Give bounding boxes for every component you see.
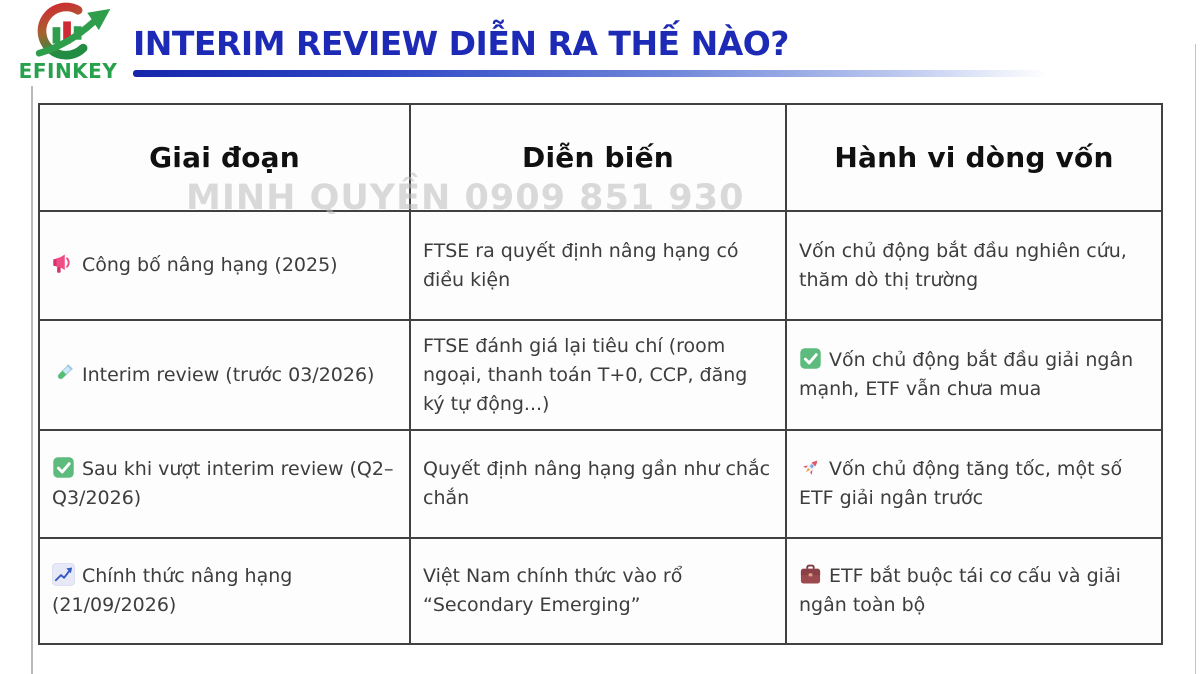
growth-chart-logo-icon — [35, 2, 111, 60]
flow-text: Vốn chủ động tăng tốc, một số ETF giải n… — [799, 458, 1123, 509]
rocket-icon — [799, 458, 829, 480]
check-icon — [52, 457, 82, 480]
table-row-3-stage-cell: Chính thức nâng hạng (21/09/2026) — [40, 539, 411, 643]
table-row-0-stage-cell: Công bố nâng hạng (2025) — [40, 212, 411, 321]
table-row-2-stage-cell: Sau khi vượt interim review (Q2–Q3/2026) — [40, 431, 411, 539]
event-text: FTSE ra quyết định nâng hạng có điều kiệ… — [423, 239, 739, 291]
stage-text: Interim review (trước 03/2026) — [82, 363, 375, 386]
table-row-3-event-cell: Việt Nam chính thức vào rổ “Secondary Em… — [411, 539, 787, 643]
chart-up-icon — [52, 563, 82, 587]
slide-right-edge-line — [1195, 44, 1196, 674]
brand-name: EFINKEY — [18, 59, 118, 83]
efinkey-logo: EFINKEY — [12, 2, 124, 83]
megaphone-icon — [52, 254, 82, 276]
table-row-1-stage-cell: Interim review (trước 03/2026) — [40, 321, 411, 431]
flow-text: Vốn chủ động bắt đầu nghiên cứu, thăm dò… — [799, 239, 1127, 291]
page-title: INTERIM REVIEW DIỄN RA THẾ NÀO? — [133, 24, 789, 63]
event-text: Quyết định nâng hạng gần như chắc chắn — [423, 458, 771, 509]
flow-text: Vốn chủ động bắt đầu giải ngân mạnh, ETF… — [799, 349, 1134, 400]
column-header-stage: Giai đoạn — [40, 105, 411, 212]
table-row-3-flow-cell: ETF bắt buộc tái cơ cấu và giải ngân toà… — [787, 539, 1161, 643]
slide-left-edge-line — [31, 86, 33, 674]
title-underline — [133, 70, 1105, 77]
table-row-1-event-cell: FTSE đánh giá lại tiêu chí (room ngoại, … — [411, 321, 787, 431]
table-row-1-flow-cell: Vốn chủ động bắt đầu giải ngân mạnh, ETF… — [787, 321, 1161, 431]
table-row-2-flow-cell: Vốn chủ động tăng tốc, một số ETF giải n… — [787, 431, 1161, 539]
check-icon — [799, 348, 829, 371]
stage-text: Công bố nâng hạng (2025) — [82, 254, 338, 276]
column-header-flow: Hành vi dòng vốn — [787, 105, 1161, 212]
stage-text: Sau khi vượt interim review (Q2–Q3/2026) — [52, 458, 394, 509]
event-text: FTSE đánh giá lại tiêu chí (room ngoại, … — [423, 334, 748, 415]
table-row-2-event-cell: Quyết định nâng hạng gần như chắc chắn — [411, 431, 787, 539]
event-text: Việt Nam chính thức vào rổ “Secondary Em… — [423, 565, 683, 616]
briefcase-icon — [799, 564, 829, 587]
table-row-0-event-cell: FTSE ra quyết định nâng hạng có điều kiệ… — [411, 212, 787, 321]
column-header-event: Diễn biến — [411, 105, 787, 212]
stage-text: Chính thức nâng hạng (21/09/2026) — [52, 565, 293, 616]
test-tube-icon — [52, 363, 82, 386]
interim-review-table: Giai đoạn Diễn biến Hành vi dòng vốn Côn… — [38, 103, 1163, 645]
flow-text: ETF bắt buộc tái cơ cấu và giải ngân toà… — [799, 565, 1121, 616]
table-row-0-flow-cell: Vốn chủ động bắt đầu nghiên cứu, thăm dò… — [787, 212, 1161, 321]
